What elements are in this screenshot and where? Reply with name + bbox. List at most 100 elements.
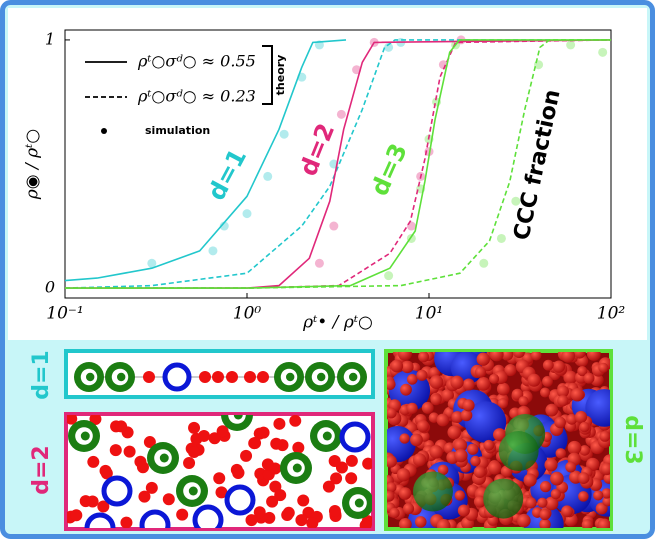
red-sphere bbox=[543, 360, 554, 371]
red-sphere bbox=[397, 468, 410, 481]
red-sphere bbox=[454, 449, 467, 462]
green-particle-dot bbox=[349, 373, 357, 381]
red-particle bbox=[188, 422, 200, 434]
y-tick-label: 0 bbox=[45, 278, 55, 297]
simulation-point bbox=[280, 130, 289, 139]
red-sphere bbox=[575, 411, 587, 423]
red-particle bbox=[281, 509, 293, 521]
blue-particle bbox=[342, 424, 368, 450]
red-sphere bbox=[544, 458, 557, 471]
simulation-point bbox=[479, 259, 488, 268]
y-axis-label: ρ◉ / ρᵗ○ bbox=[23, 129, 43, 200]
red-particle bbox=[295, 514, 307, 526]
red-sphere bbox=[477, 377, 491, 391]
red-particle bbox=[110, 444, 122, 456]
red-particle bbox=[188, 446, 200, 458]
legend-label: ρᵗ○σᵈ○ ≈ 0.55 bbox=[137, 52, 256, 71]
red-particle bbox=[270, 438, 282, 450]
red-sphere bbox=[470, 456, 480, 466]
green-particle-dot bbox=[317, 373, 325, 381]
red-sphere bbox=[436, 414, 449, 427]
red-sphere bbox=[525, 497, 536, 508]
legend-simulation-label: simulation bbox=[145, 124, 210, 137]
red-sphere bbox=[399, 433, 409, 443]
red-sphere bbox=[565, 462, 576, 473]
red-sphere bbox=[528, 374, 541, 387]
red-sphere bbox=[497, 383, 510, 396]
red-sphere bbox=[415, 516, 427, 528]
red-particle bbox=[249, 437, 261, 449]
red-sphere bbox=[429, 445, 442, 458]
red-particle bbox=[262, 458, 274, 470]
legend-dot bbox=[101, 128, 107, 134]
red-sphere bbox=[461, 409, 473, 421]
simulation-point bbox=[243, 209, 252, 218]
red-sphere bbox=[390, 360, 403, 373]
red-sphere bbox=[463, 379, 475, 391]
red-sphere bbox=[550, 472, 564, 486]
green-particle-dot bbox=[86, 373, 94, 381]
red-sphere bbox=[571, 388, 584, 401]
red-sphere bbox=[578, 491, 589, 502]
red-particle bbox=[198, 430, 210, 442]
red-sphere bbox=[556, 448, 566, 458]
legend-label: ρᵗ○σᵈ○ ≈ 0.23 bbox=[137, 87, 256, 106]
red-particle bbox=[146, 482, 158, 494]
red-sphere bbox=[598, 363, 608, 373]
red-sphere bbox=[410, 433, 423, 446]
green-sphere bbox=[499, 431, 539, 471]
red-sphere bbox=[431, 394, 442, 405]
red-sphere bbox=[579, 422, 589, 432]
red-particle bbox=[212, 371, 224, 383]
blue-particle bbox=[165, 365, 189, 389]
red-sphere bbox=[417, 420, 429, 432]
red-sphere bbox=[462, 399, 474, 411]
x-tick-label: 10⁰ bbox=[233, 304, 262, 324]
panel-label: d=3 bbox=[620, 415, 645, 465]
red-sphere bbox=[477, 353, 490, 366]
x-tick-label: 10¹ bbox=[415, 304, 443, 324]
red-particle bbox=[244, 371, 256, 383]
red-sphere bbox=[517, 514, 530, 527]
red-sphere bbox=[540, 387, 550, 397]
red-sphere bbox=[407, 374, 418, 385]
red-particle bbox=[297, 495, 309, 507]
figure: 10⁻¹ 10⁰ 10¹ 10² 0 1 ρᵗ• / ρᵗ○ ρ◉ / ρᵗ○ ρᵗ○σᵈ○ ≈… bbox=[0, 0, 655, 539]
red-sphere bbox=[407, 403, 418, 414]
green-particle-dot bbox=[117, 373, 125, 381]
red-particle bbox=[137, 461, 149, 473]
red-sphere bbox=[418, 351, 429, 362]
simulation-point bbox=[497, 234, 506, 243]
red-particle bbox=[266, 496, 278, 508]
simulation-point bbox=[384, 271, 393, 280]
red-sphere bbox=[540, 481, 551, 492]
red-particle bbox=[246, 514, 258, 526]
red-sphere bbox=[389, 508, 399, 518]
x-axis-label: ρᵗ• / ρᵗ○ bbox=[302, 313, 373, 333]
red-particle bbox=[231, 464, 243, 476]
red-particle bbox=[120, 517, 132, 529]
x-tick-label: 10⁻¹ bbox=[46, 304, 83, 324]
red-sphere bbox=[599, 431, 610, 442]
red-sphere bbox=[386, 408, 397, 419]
red-sphere bbox=[537, 498, 547, 508]
red-sphere bbox=[557, 395, 568, 406]
red-sphere bbox=[553, 360, 565, 372]
red-sphere bbox=[399, 487, 412, 500]
red-particle bbox=[257, 371, 269, 383]
legend-group-label: theory bbox=[274, 55, 287, 96]
red-particle bbox=[306, 517, 318, 529]
red-sphere bbox=[554, 417, 566, 429]
red-particle bbox=[345, 472, 357, 484]
green-particle-dot bbox=[286, 373, 294, 381]
x-tick-label: 10² bbox=[597, 304, 626, 324]
red-particle bbox=[87, 456, 99, 468]
panel-label: d=2 bbox=[29, 445, 54, 495]
simulation-point bbox=[407, 222, 416, 231]
y-tick-label: 1 bbox=[45, 29, 55, 48]
red-particle bbox=[183, 457, 195, 469]
blue-particle bbox=[227, 487, 253, 513]
panel-label: d=1 bbox=[29, 350, 54, 400]
red-sphere bbox=[488, 461, 501, 474]
red-particle bbox=[70, 509, 82, 521]
